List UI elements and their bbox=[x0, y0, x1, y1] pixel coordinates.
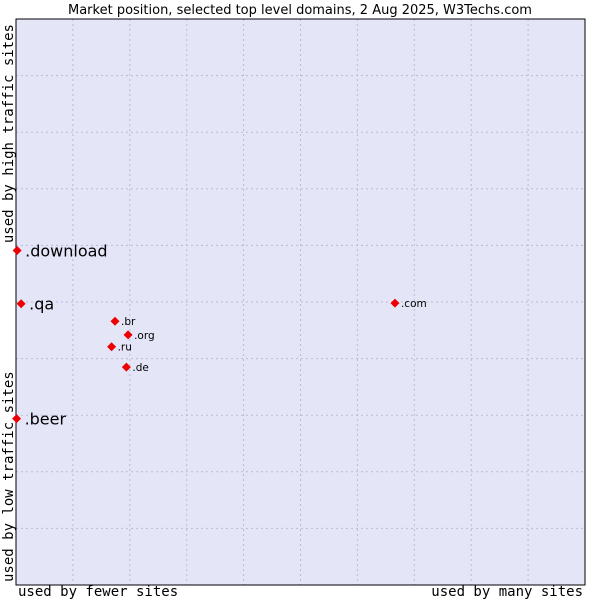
y-axis-label-top: used by high traffic sites bbox=[1, 24, 17, 243]
x-axis-label-right: used by many sites bbox=[431, 584, 583, 600]
grid-lines bbox=[16, 19, 585, 585]
plot-border bbox=[15, 18, 586, 586]
data-points: .download .qa .beer .com .br .org.ru.de bbox=[12, 241, 427, 429]
data-point-marker-beer bbox=[12, 414, 22, 424]
data-point-marker-download bbox=[12, 245, 22, 255]
chart-title: Market position, selected top level doma… bbox=[68, 3, 532, 18]
data-point-marker-br bbox=[110, 316, 120, 326]
y-axis-label-bottom: used by low traffic sites bbox=[1, 371, 17, 582]
data-point-marker-ru bbox=[107, 342, 117, 352]
data-point-label-de: .de bbox=[132, 362, 148, 374]
data-point-marker-qa bbox=[16, 299, 26, 309]
data-point-label-br: .br bbox=[121, 316, 136, 328]
data-point-label-download: .download bbox=[25, 241, 107, 260]
data-point-label-org: .org bbox=[134, 330, 155, 342]
data-point-label-qa: .qa bbox=[29, 295, 54, 314]
data-point-label-ru: .ru bbox=[118, 342, 132, 354]
data-point-marker-org bbox=[123, 330, 133, 340]
x-axis-label-left: used by fewer sites bbox=[18, 584, 178, 600]
data-point-marker-com bbox=[390, 298, 400, 308]
data-point-label-beer: .beer bbox=[25, 410, 67, 429]
data-point-marker-de bbox=[121, 362, 131, 372]
data-point-label-com: .com bbox=[401, 298, 427, 310]
